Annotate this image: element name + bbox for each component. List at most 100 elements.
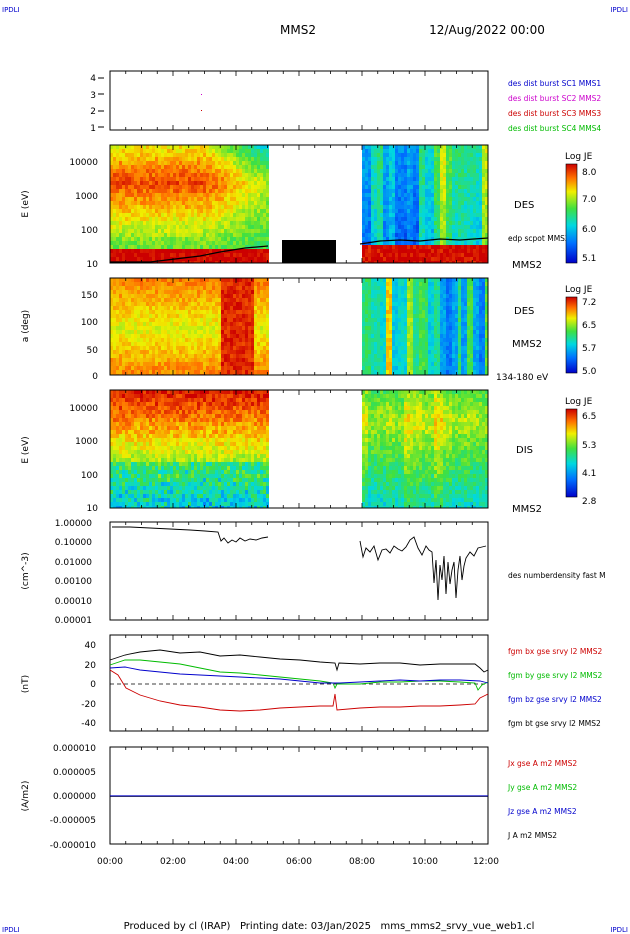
spectrogram-cell — [407, 161, 410, 165]
spectrogram-cell — [416, 257, 419, 261]
spectrogram-cell — [164, 217, 167, 221]
spectrogram-cell — [401, 322, 404, 326]
spectrogram-cell — [428, 165, 431, 169]
spectrogram-cell — [200, 237, 203, 241]
spectrogram-cell — [128, 193, 131, 197]
spectrogram-cell — [164, 322, 167, 326]
spectrogram-cell — [206, 326, 209, 330]
spectrogram-cell — [266, 290, 269, 294]
spectrogram-cell — [392, 318, 395, 322]
spectrogram-cell — [437, 294, 440, 298]
spectrogram-cell — [404, 253, 407, 257]
spectrogram-cell — [416, 237, 419, 241]
spectrogram-cell — [173, 249, 176, 253]
spectrogram-cell — [128, 338, 131, 342]
spectrogram-cell — [158, 185, 161, 189]
spectrogram-cell — [218, 290, 221, 294]
spectrogram-cell — [179, 322, 182, 326]
spectrogram-cell — [260, 233, 263, 237]
spectrogram-cell — [476, 217, 479, 221]
spectrogram-cell — [383, 298, 386, 302]
spectrogram-cell — [167, 326, 170, 330]
spectrogram-cell — [440, 161, 443, 165]
spectrogram-cell — [233, 221, 236, 225]
spectrogram-cell — [191, 225, 194, 229]
spectrogram-cell — [122, 217, 125, 221]
spectrogram-cell — [377, 253, 380, 257]
spectrogram-cell — [485, 197, 488, 201]
spectrogram-cell — [470, 165, 473, 169]
spectrogram-cell — [449, 241, 452, 245]
spectrogram-cell — [203, 310, 206, 314]
spectrogram-cell — [371, 278, 374, 282]
spectrogram-cell — [206, 169, 209, 173]
spectrogram-cell — [185, 314, 188, 318]
spectrogram-cell — [167, 310, 170, 314]
spectrogram-cell — [209, 350, 212, 354]
spectrogram-cell — [254, 322, 257, 326]
spectrogram-cell — [404, 261, 407, 263]
spectrogram-cell — [389, 153, 392, 157]
spectrogram-cell — [122, 286, 125, 290]
spectrogram-cell — [113, 366, 116, 370]
spectrogram-cell — [116, 161, 119, 165]
spectrogram-cell — [113, 326, 116, 330]
spectrogram-cell — [251, 294, 254, 298]
spectrogram-cell — [113, 185, 116, 189]
spectrogram-cell — [374, 290, 377, 294]
spectrogram-cell — [401, 213, 404, 217]
spectrogram-cell — [452, 294, 455, 298]
spectrogram-cell — [164, 342, 167, 346]
spectrogram-cell — [416, 229, 419, 233]
spectrogram-cell — [206, 290, 209, 294]
spectrogram-cell — [212, 241, 215, 245]
spectrogram-cell — [389, 330, 392, 334]
spectrogram-cell — [239, 145, 242, 149]
spectrogram-cell — [212, 322, 215, 326]
spectrogram-cell — [443, 201, 446, 205]
spectrogram-cell — [260, 306, 263, 310]
spectrogram-cell — [155, 342, 158, 346]
spectrogram-cell — [362, 334, 365, 338]
spectrogram-cell — [431, 233, 434, 237]
spectrogram-cell — [377, 177, 380, 181]
spectrogram-cell — [362, 322, 365, 326]
spectrogram-cell — [482, 193, 485, 197]
spectrogram-cell — [437, 326, 440, 330]
spectrogram-cell — [200, 233, 203, 237]
spectrogram-cell — [464, 257, 467, 261]
spectrogram-cell — [224, 189, 227, 193]
spectrogram-cell — [365, 346, 368, 350]
spectrogram-cell — [161, 205, 164, 209]
spectrogram-cell — [410, 306, 413, 310]
spectrogram-cell — [266, 205, 269, 209]
spectrogram-cell — [182, 153, 185, 157]
spectrogram-cell — [482, 177, 485, 181]
spectrogram-cell — [440, 354, 443, 358]
spectrogram-cell — [431, 217, 434, 221]
spectrogram-cell — [164, 221, 167, 225]
spectrogram-cell — [419, 257, 422, 261]
spectrogram-cell — [362, 153, 365, 157]
spectrogram-cell — [176, 181, 179, 185]
spectrogram-cell — [140, 342, 143, 346]
spectrogram-cell — [233, 354, 236, 358]
spectrogram-cell — [116, 286, 119, 290]
spectrogram-cell — [380, 157, 383, 161]
spectrogram-cell — [224, 213, 227, 217]
spectrogram-cell — [149, 245, 152, 249]
spectrogram-cell — [386, 189, 389, 193]
spectrogram-cell — [389, 205, 392, 209]
spectrogram-cell — [212, 221, 215, 225]
spectrogram-cell — [143, 185, 146, 189]
spectrogram-cell — [176, 145, 179, 149]
spectrogram-cell — [365, 334, 368, 338]
spectrogram-cell — [197, 209, 200, 213]
spectrogram-cell — [464, 237, 467, 241]
spectrogram-cell — [143, 177, 146, 181]
spectrogram-cell — [449, 294, 452, 298]
spectrogram-cell — [440, 338, 443, 342]
spectrogram-cell — [176, 350, 179, 354]
spectrogram-cell — [221, 245, 224, 249]
spectrogram-cell — [242, 161, 245, 165]
